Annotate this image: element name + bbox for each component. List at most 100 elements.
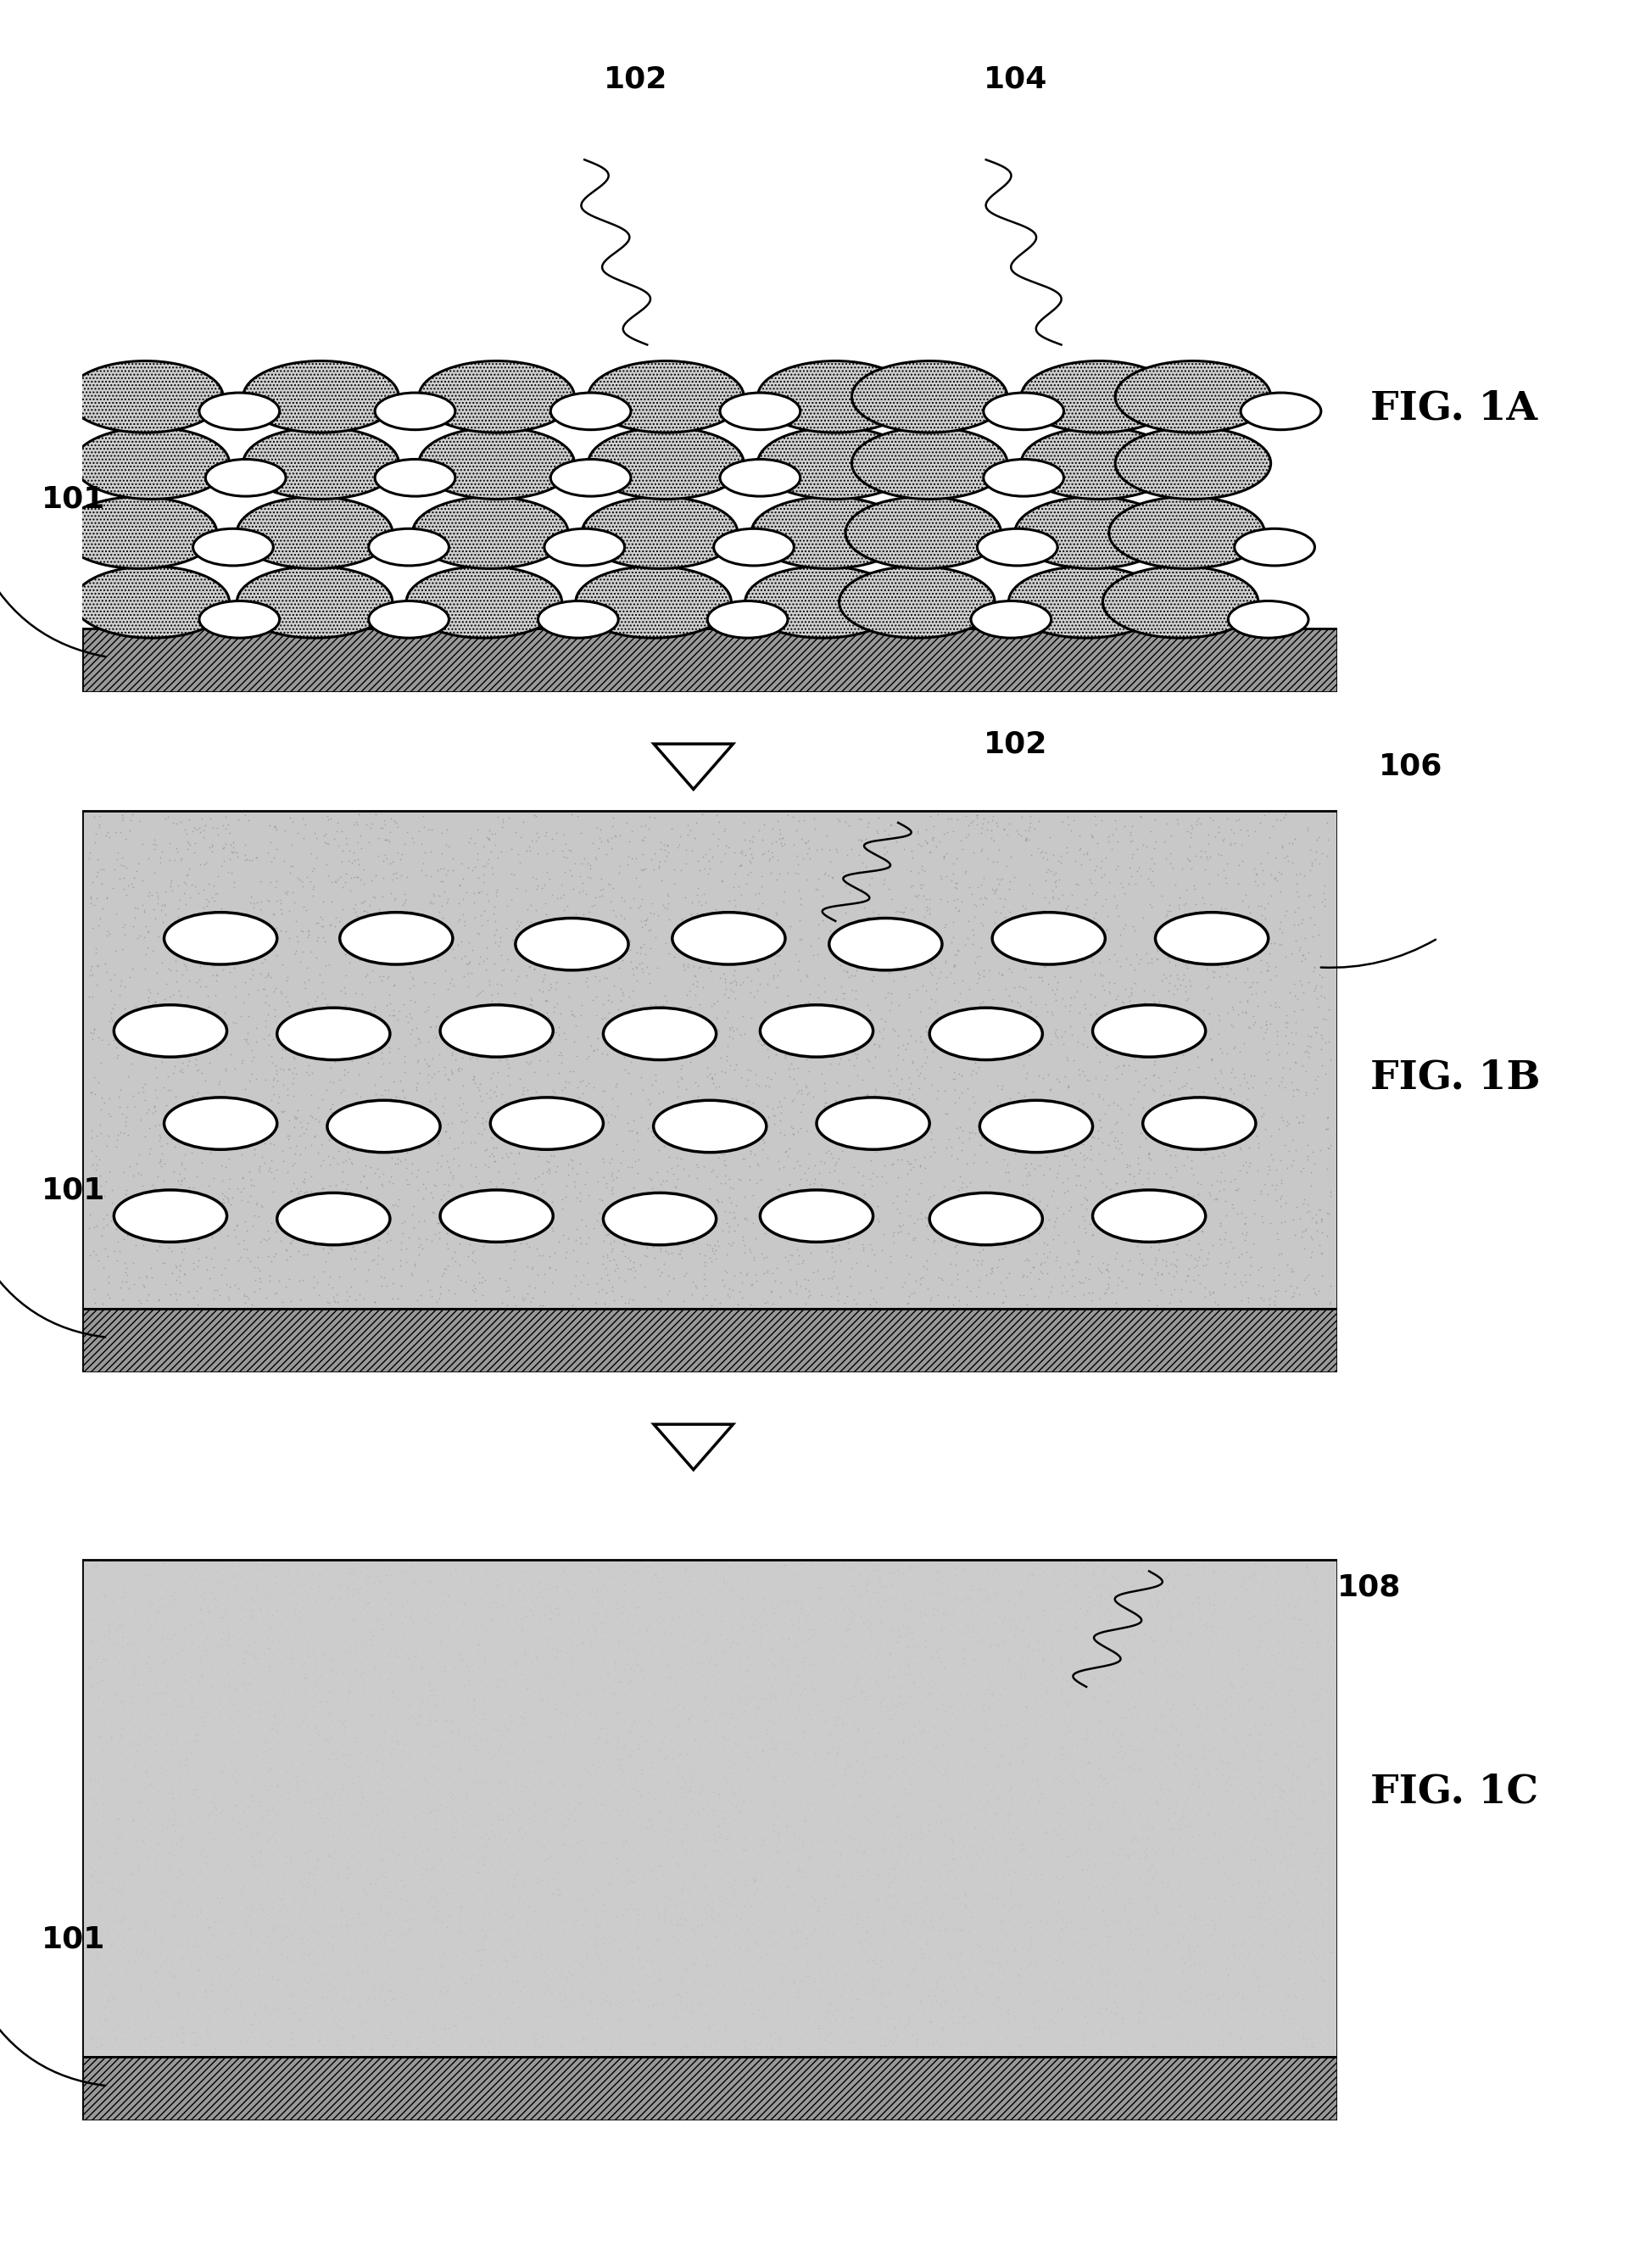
Point bbox=[776, 1059, 802, 1095]
Point bbox=[791, 1651, 817, 1687]
Point bbox=[730, 1984, 756, 2021]
Point bbox=[667, 1726, 693, 1762]
Point bbox=[624, 962, 650, 998]
Point bbox=[677, 1043, 703, 1080]
Point bbox=[725, 1794, 751, 1830]
Point bbox=[735, 1651, 761, 1687]
Point bbox=[1100, 1789, 1126, 1826]
Point bbox=[167, 1263, 193, 1300]
Point bbox=[1141, 1622, 1167, 1658]
Point bbox=[1116, 1880, 1142, 1916]
Point bbox=[1289, 905, 1316, 941]
Point bbox=[1017, 1923, 1043, 1960]
Point bbox=[409, 1769, 436, 1805]
Point bbox=[315, 946, 342, 982]
Point bbox=[1212, 1129, 1238, 1166]
Point bbox=[576, 1064, 603, 1100]
Point bbox=[1030, 1592, 1057, 1628]
Point bbox=[1147, 1991, 1174, 2028]
Point bbox=[472, 1613, 499, 1649]
Point bbox=[1176, 1928, 1202, 1964]
Point bbox=[992, 1154, 1019, 1191]
Point bbox=[1047, 837, 1073, 873]
Point bbox=[603, 1842, 629, 1878]
Point bbox=[1167, 1887, 1194, 1923]
Point bbox=[969, 887, 996, 923]
Point bbox=[824, 1857, 850, 1894]
Point bbox=[1022, 1191, 1048, 1227]
Point bbox=[1263, 862, 1289, 898]
Point bbox=[650, 826, 677, 862]
Point bbox=[718, 1184, 745, 1220]
Point bbox=[1251, 891, 1278, 928]
Point bbox=[1255, 1901, 1281, 1937]
Point bbox=[598, 2028, 624, 2064]
Point bbox=[631, 1821, 657, 1857]
Point bbox=[527, 1288, 553, 1325]
Point bbox=[436, 1826, 462, 1862]
Point bbox=[896, 1678, 923, 1715]
Point bbox=[94, 1984, 121, 2021]
Point bbox=[551, 939, 578, 975]
Point bbox=[830, 1590, 857, 1626]
Point bbox=[769, 885, 796, 921]
Point bbox=[1255, 885, 1281, 921]
Point bbox=[715, 1742, 741, 1778]
Point bbox=[543, 1633, 570, 1669]
Point bbox=[684, 1644, 710, 1681]
Point bbox=[1118, 1821, 1144, 1857]
Point bbox=[135, 982, 162, 1018]
Point bbox=[322, 1284, 348, 1320]
Point bbox=[1308, 2025, 1334, 2062]
Point bbox=[1251, 1547, 1278, 1583]
Point bbox=[684, 1619, 710, 1656]
Point bbox=[700, 816, 726, 853]
Point bbox=[1131, 1551, 1157, 1588]
Point bbox=[183, 1572, 210, 1608]
Point bbox=[487, 923, 513, 959]
Point bbox=[457, 955, 484, 991]
Point bbox=[984, 1796, 1010, 1833]
Point bbox=[969, 810, 996, 846]
Point bbox=[1253, 1012, 1280, 1048]
Point bbox=[1207, 1819, 1233, 1855]
Point bbox=[702, 1227, 728, 1263]
Point bbox=[335, 1674, 362, 1710]
Point bbox=[1176, 980, 1202, 1016]
Point bbox=[654, 891, 680, 928]
Point bbox=[284, 1765, 310, 1801]
Point bbox=[867, 2028, 893, 2064]
Point bbox=[906, 993, 933, 1030]
Point bbox=[396, 996, 423, 1032]
Point bbox=[104, 1765, 130, 1801]
Point bbox=[291, 1590, 317, 1626]
Point bbox=[931, 1982, 958, 2019]
Point bbox=[571, 1547, 598, 1583]
Point bbox=[1284, 1762, 1311, 1799]
Point bbox=[517, 1043, 543, 1080]
Point bbox=[1083, 848, 1109, 885]
Point bbox=[350, 1159, 376, 1195]
Point bbox=[142, 1733, 168, 1769]
Point bbox=[528, 1742, 555, 1778]
Point bbox=[269, 1810, 296, 1846]
Point bbox=[395, 1098, 421, 1134]
Point bbox=[480, 1778, 507, 1814]
Point bbox=[892, 1030, 918, 1066]
Point bbox=[546, 1982, 573, 2019]
Point bbox=[667, 1846, 693, 1882]
Point bbox=[933, 1742, 959, 1778]
Point bbox=[1017, 1755, 1043, 1792]
Point bbox=[530, 1173, 556, 1209]
Point bbox=[132, 1810, 158, 1846]
Point bbox=[485, 1692, 512, 1728]
Point bbox=[520, 1674, 546, 1710]
Point bbox=[896, 1640, 923, 1676]
Point bbox=[88, 1168, 114, 1204]
Point bbox=[1185, 1238, 1212, 1275]
Point bbox=[1065, 1656, 1091, 1692]
Point bbox=[279, 1916, 305, 1953]
Point bbox=[1233, 1823, 1260, 1860]
Point bbox=[961, 1810, 987, 1846]
Point bbox=[1176, 1052, 1202, 1089]
